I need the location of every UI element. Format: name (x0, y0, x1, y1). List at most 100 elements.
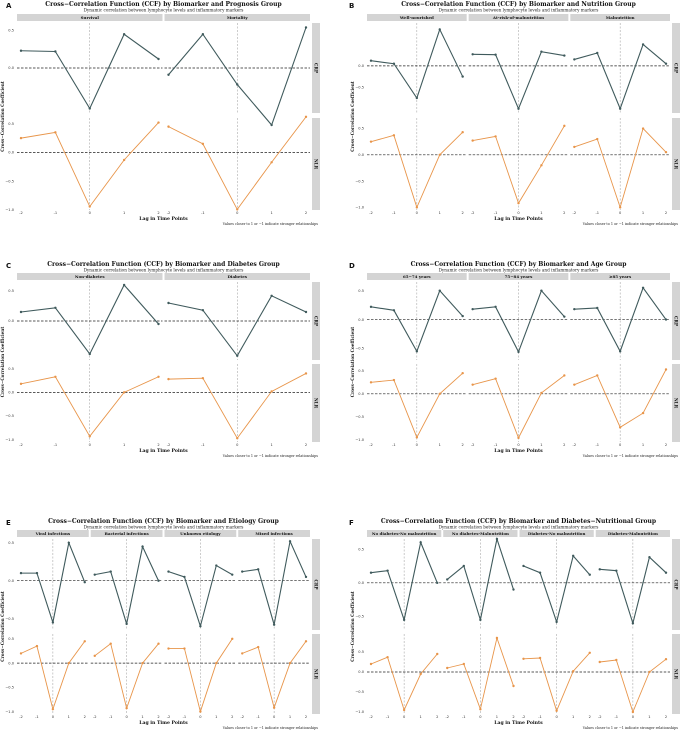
panel-label: B (349, 2, 354, 10)
data-point-nlr (438, 392, 441, 396)
data-point-nlr (664, 658, 668, 661)
x-tick-label: -1 (54, 211, 58, 215)
data-point-crp (199, 625, 202, 628)
x-tick-label: 0 (517, 443, 520, 447)
y-tick-label-nlr: −1.0 (355, 206, 364, 210)
data-point-crp (19, 49, 23, 52)
x-tick-label: -2 (573, 211, 577, 215)
data-point-nlr (446, 666, 449, 670)
data-point-nlr (598, 660, 601, 664)
panel-subtitle: Dynamic correlation between lymphocyte l… (439, 8, 599, 13)
x-tick-label: 2 (589, 715, 591, 719)
data-point-nlr (392, 134, 396, 137)
y-axis-title: Cross−Correlation Coefficient (0, 327, 5, 398)
x-tick-label: -1 (494, 211, 498, 215)
x-tick-label: 0 (236, 443, 239, 447)
data-point-crp (563, 315, 566, 318)
data-point-crp (304, 26, 308, 29)
facet-strip (17, 530, 89, 537)
data-point-crp (446, 578, 449, 581)
x-tick-label: 1 (215, 715, 217, 719)
x-tick-label: 2 (157, 715, 159, 719)
x-tick-label: -1 (54, 443, 58, 447)
x-tick-label: -1 (109, 715, 113, 719)
panel-note: Values closer to 1 or −1 indicate strong… (222, 726, 319, 730)
data-point-nlr (438, 153, 441, 156)
data-point-nlr (522, 657, 525, 660)
y-tick-label-crp: 0.5 (358, 547, 364, 551)
data-point-crp (215, 564, 218, 567)
row-strip-nlr (312, 364, 320, 442)
facet-strip-label: Mixed infections (255, 531, 293, 536)
data-point-crp (183, 575, 186, 579)
data-point-crp (588, 573, 591, 576)
x-tick-label: -1 (386, 715, 390, 719)
row-label-crp: CRP (674, 580, 679, 591)
data-point-nlr (19, 136, 23, 140)
data-point-nlr (369, 662, 373, 666)
facet-strip-label: Well-nourished (399, 15, 434, 20)
data-point-crp (67, 541, 71, 544)
x-tick-label: -1 (392, 211, 396, 215)
data-point-crp (438, 28, 441, 31)
data-point-nlr (540, 164, 543, 167)
data-point-crp (241, 570, 244, 573)
data-point-crp (573, 307, 576, 311)
data-point-crp (664, 318, 668, 321)
facet-strip (367, 273, 467, 280)
facet-0: No diabetes-No malnutrition -2 -1 0 1 2 (367, 530, 442, 719)
x-tick-label: 2 (512, 715, 514, 719)
data-point-nlr (563, 374, 566, 377)
data-point-nlr (157, 642, 160, 645)
data-point-nlr (125, 706, 128, 710)
x-tick-label: -2 (167, 443, 171, 447)
panel-note: Values closer to 1 or −1 indicate strong… (582, 726, 679, 730)
panel-label: C (6, 262, 11, 270)
panel-f: F Cross−Correlation Function (CCF) by Bio… (349, 518, 680, 730)
panel-subtitle: Dynamic correlation between lymphocyte l… (439, 268, 599, 273)
facet-2: Malnutrition -2 -1 0 1 2 (570, 14, 670, 215)
x-tick-label: -1 (35, 715, 39, 719)
facet-strip-label: Mortality (227, 15, 249, 20)
data-point-nlr (555, 709, 558, 712)
y-tick-label-crp: 0.0 (8, 579, 14, 583)
x-tick-label: 0 (273, 715, 276, 719)
data-point-crp (231, 573, 234, 576)
row-label-nlr: NLR (314, 159, 319, 170)
data-point-nlr (304, 372, 308, 375)
y-tick-label-crp: −0.5 (355, 347, 364, 351)
data-point-crp (415, 96, 419, 100)
panel-title: Cross−Correlation Function (CCF) by Biom… (48, 518, 279, 525)
x-tick-label: -1 (538, 715, 542, 719)
data-point-nlr (54, 131, 57, 134)
y-axis-title: Cross−Correlation Coefficient (350, 81, 355, 152)
facet-1: Diabetes -2 -1 0 1 2 (164, 273, 310, 447)
y-tick-label-nlr: −0.5 (5, 414, 14, 418)
facet-0: Non-diabetes -2 -1 0 1 2 (17, 273, 163, 447)
x-tick-label: -1 (462, 715, 466, 719)
y-tick-label-crp: 0.0 (8, 319, 14, 323)
data-point-nlr (540, 391, 543, 395)
data-point-crp (538, 571, 542, 574)
facet-1: Bacterial infections -2 -1 0 1 2 (90, 530, 163, 719)
row-label-crp: CRP (674, 316, 679, 327)
x-tick-label: -1 (183, 715, 187, 719)
panel-note: Values closer to 1 or −1 indicate strong… (582, 222, 679, 226)
data-point-nlr (167, 377, 170, 381)
y-tick-label-crp: −0.5 (355, 615, 364, 619)
data-point-crp (598, 568, 601, 571)
data-point-crp (512, 588, 515, 591)
data-point-crp (369, 305, 373, 309)
data-point-nlr (538, 656, 542, 660)
data-point-crp (122, 33, 126, 36)
facet-strip-label: Diabetes-No malnutrition (528, 531, 586, 536)
data-point-crp (256, 568, 260, 571)
data-point-nlr (588, 651, 591, 654)
facet-strip-label: No diabetes-Malnutrition (452, 531, 509, 536)
data-point-crp (540, 289, 543, 292)
data-point-crp (664, 571, 668, 574)
data-point-crp (402, 618, 406, 622)
data-point-nlr (648, 670, 651, 674)
x-tick-label: -1 (494, 443, 498, 447)
x-tick-label: -1 (615, 715, 619, 719)
